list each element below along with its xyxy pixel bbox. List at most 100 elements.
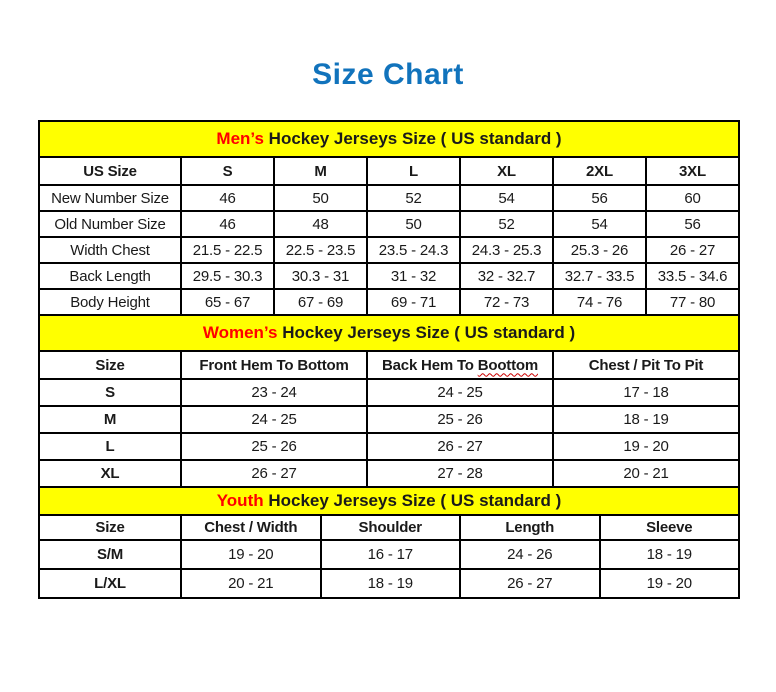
table-cell: 26 - 27 <box>645 236 740 264</box>
table-row: Old Number Size 46 48 50 52 54 56 <box>38 210 740 238</box>
row-label: New Number Size <box>38 184 182 212</box>
column-header: 3XL <box>645 156 740 186</box>
table-cell: 18 - 19 <box>598 539 740 570</box>
table-cell: 54 <box>459 184 554 212</box>
table-cell: 60 <box>645 184 740 212</box>
column-header: Length <box>459 514 601 541</box>
table-cell: 23 - 24 <box>180 378 368 407</box>
table-row: Body Height 65 - 67 67 - 69 69 - 71 72 -… <box>38 288 740 316</box>
table-cell: 18 - 19 <box>319 568 461 599</box>
youth-banner-highlight: Youth <box>216 491 264 510</box>
column-header: Front Hem To Bottom <box>180 350 368 380</box>
table-cell: 26 - 27 <box>459 568 601 599</box>
table-cell: 25 - 26 <box>180 432 368 461</box>
womens-banner-text: Hockey Jerseys Size ( US standard ) <box>277 323 576 342</box>
column-header: Size <box>38 350 182 380</box>
table-row: Width Chest 21.5 - 22.5 22.5 - 23.5 23.5… <box>38 236 740 264</box>
row-label: S/M <box>38 539 182 570</box>
table-cell: 25 - 26 <box>366 405 554 434</box>
table-cell: 16 - 17 <box>319 539 461 570</box>
column-header: Chest / Width <box>180 514 322 541</box>
table-cell: 31 - 32 <box>366 262 461 290</box>
page-title: Size Chart <box>312 58 464 91</box>
table-cell: 17 - 18 <box>552 378 740 407</box>
mens-header-row: US Size S M L XL 2XL 3XL <box>38 156 740 186</box>
column-header: S <box>180 156 275 186</box>
table-cell: 50 <box>366 210 461 238</box>
row-label: Back Length <box>38 262 182 290</box>
table-cell: 30.3 - 31 <box>273 262 368 290</box>
womens-size-table: Women’s Hockey Jerseys Size ( US standar… <box>38 314 740 488</box>
row-label: M <box>38 405 182 434</box>
mens-section-banner: Men’s Hockey Jerseys Size ( US standard … <box>38 120 740 158</box>
womens-banner-highlight: Women’s <box>202 323 278 342</box>
youth-section-banner: Youth Hockey Jerseys Size ( US standard … <box>38 486 740 516</box>
youth-size-table: Youth Hockey Jerseys Size ( US standard … <box>38 486 740 599</box>
table-cell: 26 - 27 <box>180 459 368 488</box>
table-cell: 24 - 25 <box>366 378 554 407</box>
table-row: S/M 19 - 20 16 - 17 24 - 26 18 - 19 <box>38 539 740 570</box>
row-label: XL <box>38 459 182 488</box>
column-header: Sleeve <box>598 514 740 541</box>
column-header: US Size <box>38 156 182 186</box>
table-cell: 18 - 19 <box>552 405 740 434</box>
row-label: Width Chest <box>38 236 182 264</box>
table-cell: 77 - 80 <box>645 288 740 316</box>
womens-header-row: Size Front Hem To Bottom Back Hem To Boo… <box>38 350 740 380</box>
misspelled-word: Boottom <box>477 356 538 374</box>
table-cell: 50 <box>273 184 368 212</box>
table-cell: 27 - 28 <box>366 459 554 488</box>
table-cell: 32 - 32.7 <box>459 262 554 290</box>
table-cell: 19 - 20 <box>180 539 322 570</box>
table-cell: 65 - 67 <box>180 288 275 316</box>
table-cell: 46 <box>180 210 275 238</box>
table-cell: 74 - 76 <box>552 288 647 316</box>
column-header: Chest / Pit To Pit <box>552 350 740 380</box>
table-cell: 29.5 - 30.3 <box>180 262 275 290</box>
table-cell: 24.3 - 25.3 <box>459 236 554 264</box>
column-header-text: Back Hem To <box>382 356 478 374</box>
youth-banner-cell: Youth Hockey Jerseys Size ( US standard … <box>38 486 740 516</box>
table-cell: 52 <box>366 184 461 212</box>
row-label: L <box>38 432 182 461</box>
table-cell: 23.5 - 24.3 <box>366 236 461 264</box>
table-cell: 22.5 - 23.5 <box>273 236 368 264</box>
table-cell: 56 <box>645 210 740 238</box>
mens-banner-cell: Men’s Hockey Jerseys Size ( US standard … <box>38 120 740 158</box>
mens-banner-highlight: Men’s <box>216 129 264 148</box>
table-row: XL 26 - 27 27 - 28 20 - 21 <box>38 459 740 488</box>
row-label: S <box>38 378 182 407</box>
table-row: L 25 - 26 26 - 27 19 - 20 <box>38 432 740 461</box>
table-cell: 20 - 21 <box>552 459 740 488</box>
table-cell: 67 - 69 <box>273 288 368 316</box>
row-label: Old Number Size <box>38 210 182 238</box>
table-cell: 20 - 21 <box>180 568 322 599</box>
womens-section-banner: Women’s Hockey Jerseys Size ( US standar… <box>38 314 740 352</box>
table-cell: 19 - 20 <box>598 568 740 599</box>
table-cell: 56 <box>552 184 647 212</box>
table-cell: 26 - 27 <box>366 432 554 461</box>
table-cell: 24 - 26 <box>459 539 601 570</box>
table-cell: 54 <box>552 210 647 238</box>
table-cell: 19 - 20 <box>552 432 740 461</box>
table-cell: 46 <box>180 184 275 212</box>
column-header: L <box>366 156 461 186</box>
row-label: Body Height <box>38 288 182 316</box>
table-cell: 33.5 - 34.6 <box>645 262 740 290</box>
womens-banner-cell: Women’s Hockey Jerseys Size ( US standar… <box>38 314 740 352</box>
table-cell: 24 - 25 <box>180 405 368 434</box>
youth-banner-text: Hockey Jerseys Size ( US standard ) <box>263 491 562 510</box>
column-header: Back Hem To Boottom <box>366 350 554 380</box>
youth-header-row: Size Chest / Width Shoulder Length Sleev… <box>38 514 740 541</box>
table-row: M 24 - 25 25 - 26 18 - 19 <box>38 405 740 434</box>
column-header: Shoulder <box>319 514 461 541</box>
table-cell: 25.3 - 26 <box>552 236 647 264</box>
mens-size-table: Men’s Hockey Jerseys Size ( US standard … <box>38 120 740 316</box>
table-cell: 21.5 - 22.5 <box>180 236 275 264</box>
column-header: Size <box>38 514 182 541</box>
table-row: L/XL 20 - 21 18 - 19 26 - 27 19 - 20 <box>38 568 740 599</box>
table-cell: 52 <box>459 210 554 238</box>
column-header: XL <box>459 156 554 186</box>
table-cell: 32.7 - 33.5 <box>552 262 647 290</box>
table-row: New Number Size 46 50 52 54 56 60 <box>38 184 740 212</box>
